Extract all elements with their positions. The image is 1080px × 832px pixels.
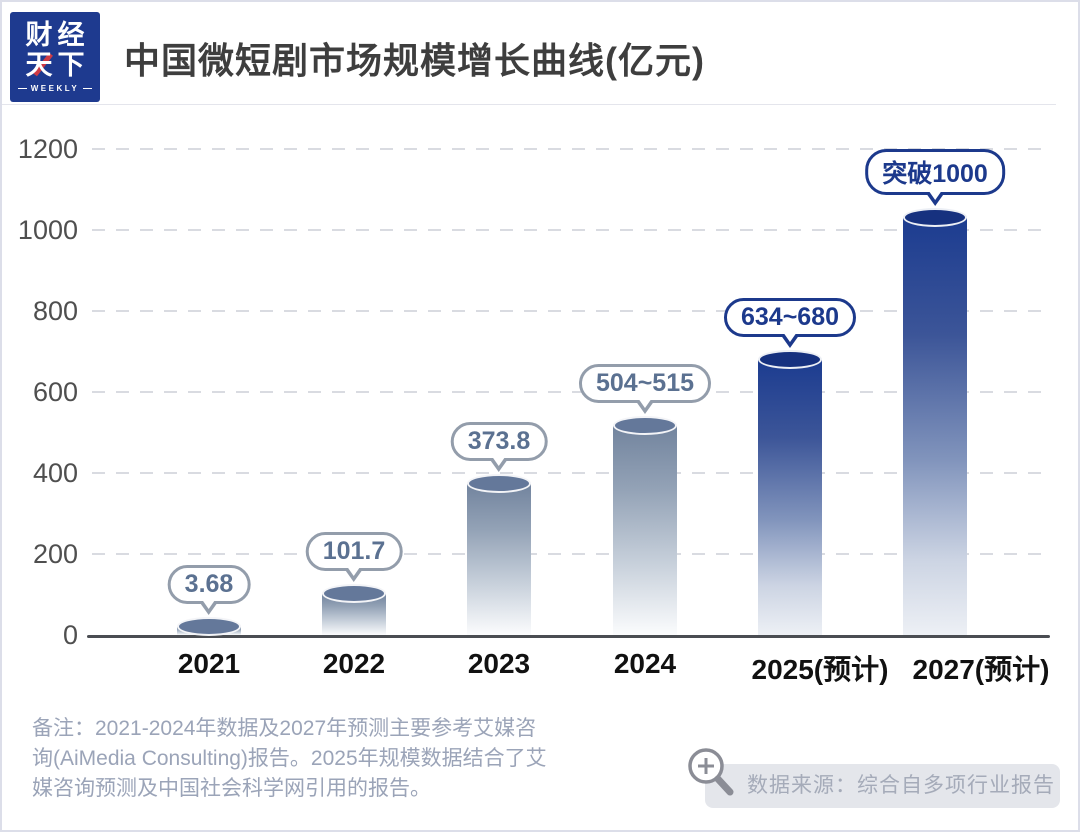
footnote: 备注：2021-2024年数据及2027年预测主要参考艾媒咨 询(AiMedia … (32, 714, 547, 804)
footnote-line-2: 询(AiMedia Consulting)报告。2025年规模数据结合了艾 (32, 747, 547, 770)
logo-dash-right (83, 88, 93, 90)
footnote-line-1: 备注：2021-2024年数据及2027年预测主要参考艾媒咨 (32, 717, 537, 740)
x-label-2025(预计): 2025(预计) (751, 654, 889, 685)
y-tick-600: 600 (32, 377, 78, 407)
gridline-1000 (92, 229, 1050, 231)
bar-cap (903, 208, 967, 227)
bar-cylinder (467, 484, 531, 635)
bar-cylinder (613, 426, 677, 635)
y-tick-400: 400 (32, 458, 78, 488)
x-axis-line (87, 635, 1050, 638)
data-source-pill: 数据来源：综合自多项行业报告 (705, 764, 1060, 808)
magnifier-icon (688, 748, 734, 796)
gridline-200 (92, 553, 1050, 555)
value-callout-2024: 504~515 (578, 364, 712, 403)
bar-cap (177, 617, 241, 636)
value-callout-2022: 101.7 (305, 532, 403, 571)
x-label-2022: 2022 (322, 648, 386, 679)
gridline-600 (92, 391, 1050, 393)
gridline-1200 (92, 148, 1050, 150)
bar-cylinder (758, 360, 822, 635)
x-label-2024: 2024 (613, 648, 677, 679)
y-tick-1200: 1200 (17, 134, 78, 164)
footnote-line-3: 媒咨询预测及中国社会科学网引用的报告。 (32, 777, 431, 800)
brand-logo: 财经 天下 WEEKLY (10, 12, 100, 102)
logo-dash-left (17, 88, 27, 90)
logo-text-line2: 天下 (25, 49, 90, 80)
x-label-2027(预计): 2027(预计) (912, 654, 1050, 685)
bar-cap (467, 474, 531, 493)
bar-cap (758, 350, 822, 369)
bar-cylinder (903, 218, 967, 635)
header-divider (2, 104, 1056, 105)
y-tick-800: 800 (32, 296, 78, 326)
logo-weekly-text: WEEKLY (30, 84, 80, 94)
x-label-2023: 2023 (467, 648, 531, 679)
gridline-800 (92, 310, 1050, 312)
value-callout-2025(预计): 634~680 (723, 298, 857, 337)
bar-cap (613, 416, 677, 435)
y-tick-1000: 1000 (17, 215, 78, 245)
y-tick-0: 0 (62, 620, 78, 650)
page-title: 中国微短剧市场规模增长曲线(亿元) (124, 40, 705, 81)
value-callout-2023: 373.8 (450, 422, 548, 461)
bar-chart: 0 200 400 600 800 1000 1200 3.68 2021 101.7 2022 37… (2, 122, 1078, 685)
value-callout-2027(预计): 突破1000 (865, 149, 1005, 195)
value-callout-2021: 3.68 (167, 565, 251, 604)
logo-text-line1: 财经 (25, 19, 90, 50)
y-tick-200: 200 (32, 539, 78, 569)
x-label-2021: 2021 (177, 648, 241, 679)
logo-weekly: WEEKLY (17, 84, 93, 94)
gridline-400 (92, 472, 1050, 474)
bar-cap (322, 584, 386, 603)
